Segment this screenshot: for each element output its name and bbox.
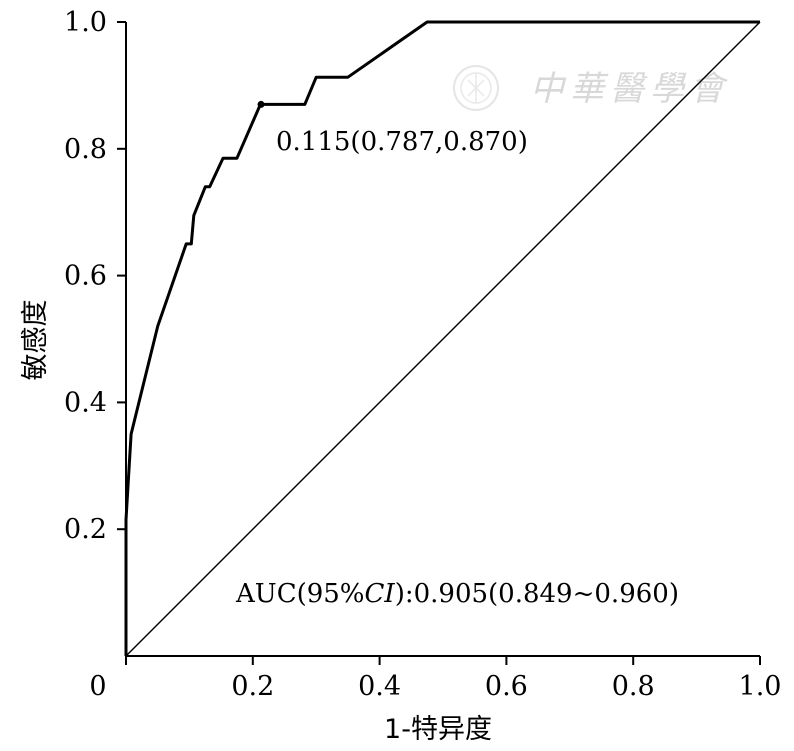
y-tick-label: 0.4	[64, 387, 107, 418]
x-tick-label: 0.6	[485, 671, 528, 702]
y-axis-title: 敏感度	[20, 300, 51, 381]
watermark-seal-icon	[453, 65, 499, 111]
x-tick-label: 0.2	[231, 671, 274, 702]
x-tick-label: 1.0	[739, 671, 782, 702]
y-tick-label: 0.8	[64, 134, 107, 165]
roc-curve-line	[124, 20, 760, 656]
auc-suffix: ):0.905(0.849~0.960)	[395, 579, 679, 609]
auc-ci: CI	[365, 579, 396, 609]
y-ticks: 0.2 0.4 0.6 0.8 1.0	[64, 7, 126, 545]
watermark: 中華醫學會	[453, 65, 730, 111]
cutoff-point	[257, 100, 265, 108]
reference-diagonal-line	[125, 21, 761, 657]
x-tick-label: 0.8	[612, 671, 655, 702]
x-axis-title: 1-特异度	[384, 714, 492, 745]
x-ticks: 0 0.2 0.4 0.6 0.8 1.0	[89, 656, 781, 702]
y-tick-label: 0.6	[64, 261, 107, 292]
auc-annotation: AUC(95%CI):0.905(0.849~0.960)	[235, 579, 679, 609]
cutoff-annotation: 0.115(0.787,0.870)	[276, 127, 528, 157]
y-tick-label: 1.0	[64, 7, 107, 38]
auc-prefix: AUC(95%	[235, 579, 365, 609]
x-tick-label: 0	[89, 671, 106, 702]
watermark-text: 中華醫學會	[530, 69, 730, 109]
x-tick-label: 0.4	[358, 671, 401, 702]
y-tick-label: 0.2	[64, 514, 107, 545]
